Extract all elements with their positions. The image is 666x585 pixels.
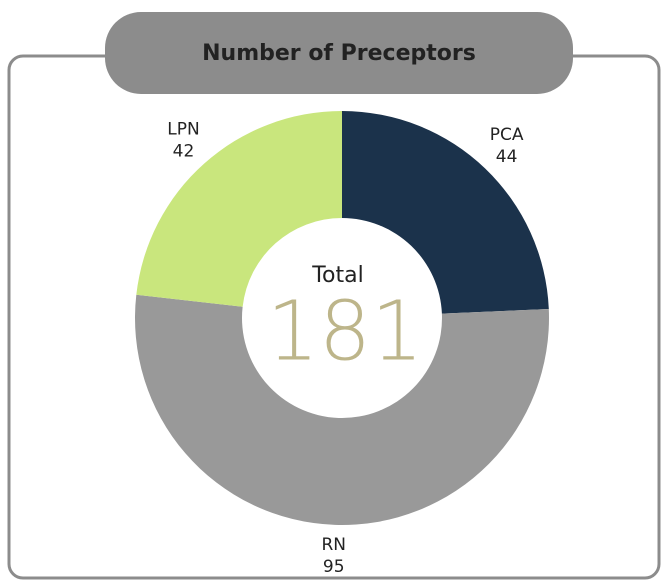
slice-value: 42 — [173, 141, 195, 161]
slice — [136, 111, 342, 307]
center-value: 181 — [267, 285, 424, 380]
slice — [135, 294, 549, 525]
title-pill — [105, 12, 573, 94]
chart-title: Number of Preceptors — [202, 41, 476, 66]
donut — [135, 111, 549, 525]
slice-label: LPN — [167, 119, 199, 139]
slice-label: PCA — [490, 125, 524, 145]
slice-value: 44 — [496, 147, 518, 167]
slice-label: RN — [321, 535, 346, 555]
slice — [342, 111, 549, 314]
slice-value: 95 — [323, 557, 345, 577]
center-label: Total — [311, 263, 363, 288]
